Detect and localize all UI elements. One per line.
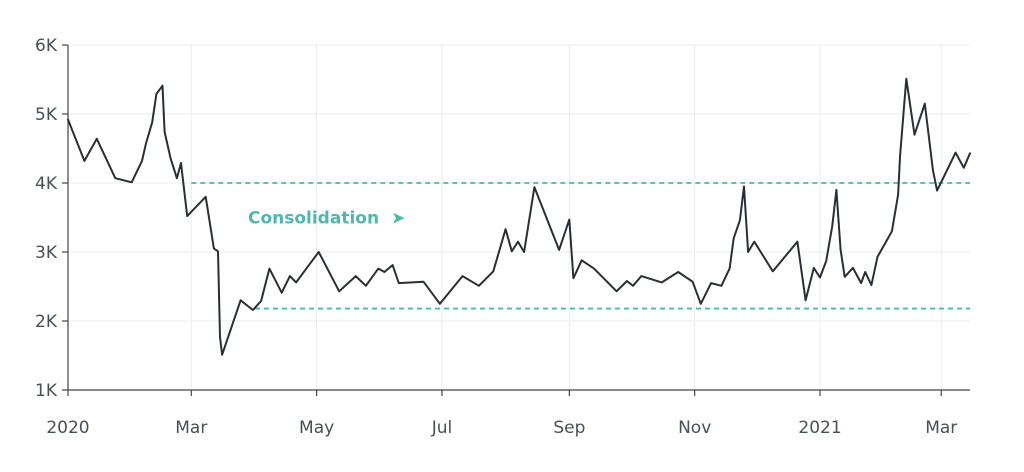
x-tick-label: 2021 — [798, 418, 841, 438]
x-tick-label: Mar — [175, 418, 207, 438]
y-tick-label: 6K — [35, 36, 58, 56]
annotation-label: Consolidation — [248, 209, 379, 229]
series-group — [67, 77, 971, 356]
y-tick-label: 4K — [35, 174, 58, 194]
x-tick-label: May — [299, 418, 334, 438]
grid-lines — [67, 44, 970, 391]
annotation-arrow-icon: ➤ — [391, 209, 405, 229]
y-tick-label: 1K — [35, 381, 58, 401]
x-tick-label: Sep — [553, 418, 585, 438]
reference-lines — [191, 182, 970, 310]
x-tick-label: Nov — [678, 418, 711, 438]
x-tick-label: Mar — [925, 418, 957, 438]
annotation: Consolidation ➤ — [248, 209, 405, 229]
x-tick-label: 2020 — [46, 418, 89, 438]
axes: 1K 2K 3K 4K 5K 6K 2020 Mar May Jul Sep Nov 2021 Mar — [35, 36, 970, 438]
y-tick-label: 5K — [35, 105, 58, 125]
series-line — [67, 77, 971, 356]
x-tick-label: Jul — [431, 418, 453, 438]
y-tick-label: 2K — [35, 312, 58, 332]
y-tick-label: 3K — [35, 243, 58, 263]
